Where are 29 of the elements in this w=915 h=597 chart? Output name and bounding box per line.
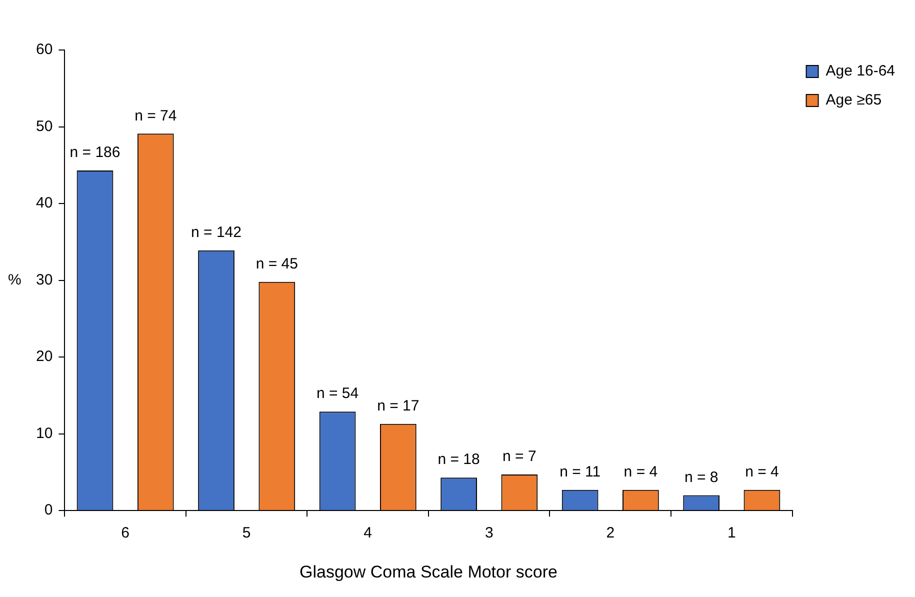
x-tick-label: 5	[242, 524, 251, 542]
legend-label: Age 16-64	[826, 62, 896, 80]
x-tick-label: 4	[364, 524, 372, 542]
annotation: n = 18	[438, 451, 480, 468]
x-tick-label: 2	[606, 524, 615, 542]
annotation: n = 142	[191, 224, 242, 241]
annotation: n = 45	[256, 255, 298, 272]
y-tick-label: 0	[44, 502, 53, 519]
annotation: n = 54	[316, 385, 359, 402]
y-tick-label: 30	[36, 271, 53, 288]
x-tick-label: 3	[484, 524, 494, 542]
x-tick-label: 1	[727, 524, 736, 542]
x-tick-label: 6	[121, 524, 130, 542]
x-axis-title: Glasgow Coma Scale Motor score	[300, 562, 558, 582]
annotation: n = 4	[745, 464, 779, 481]
y-tick-label: 60	[36, 41, 53, 58]
y-tick-label: 20	[36, 348, 53, 366]
annotation: n = 17	[377, 397, 420, 414]
annotation: n = 4	[624, 464, 658, 481]
y-tick-label: 50	[36, 118, 53, 135]
y-tick-label: 10	[36, 424, 53, 442]
y-axis-title: %	[8, 271, 22, 288]
y-tick-label: 40	[36, 194, 53, 212]
annotation: n = 74	[134, 107, 177, 124]
annotation: n = 186	[70, 144, 120, 162]
annotation: n = 7	[502, 448, 536, 466]
annotation: n = 11	[560, 464, 601, 481]
legend-label: Age ≥65	[826, 92, 882, 109]
annotation: n = 8	[684, 468, 718, 486]
